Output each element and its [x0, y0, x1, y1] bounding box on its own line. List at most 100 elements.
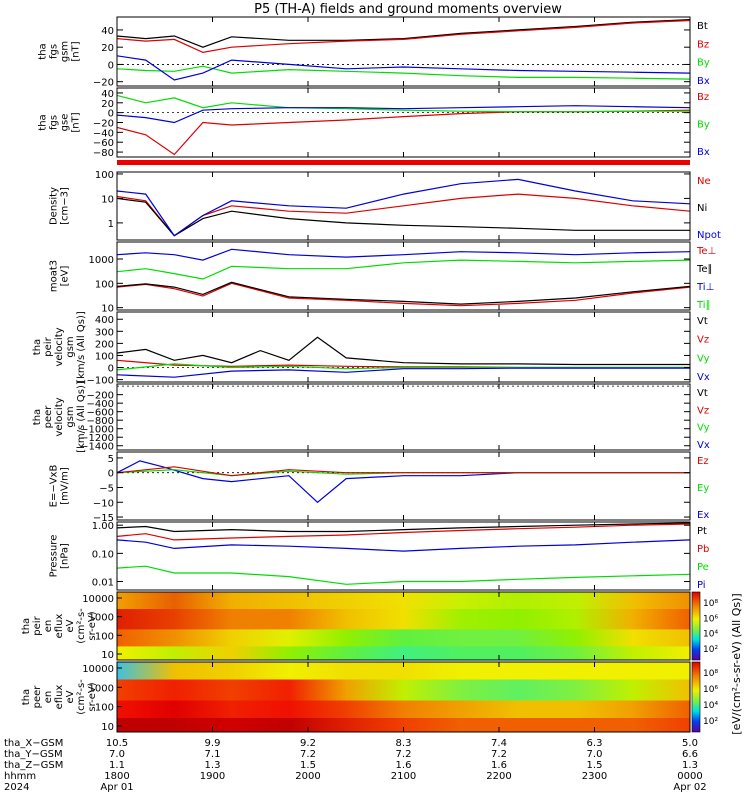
- y-tick-label: −800: [87, 416, 114, 427]
- series-line-Bx: [117, 55, 690, 81]
- y-tick-label: 20: [101, 99, 114, 110]
- panel-ylabel: tha peir en eflux eV (cm²-s-sr-eV): [21, 608, 98, 644]
- series-line-Vt: [117, 336, 690, 366]
- spectrogram-cell: [575, 629, 634, 647]
- axis-row-value: 6.3: [587, 738, 603, 749]
- ylabel-line: eflux: [54, 685, 65, 710]
- spectrogram: [117, 662, 691, 733]
- ylabel-line: [km/s (All Qs)]: [76, 381, 87, 453]
- axis-row-label: 2024: [4, 782, 29, 793]
- spectrogram-cell: [288, 629, 347, 647]
- panel-ylabel: tha peir velocity gsm [km/s (All Qs)]: [32, 311, 87, 383]
- legend: Pt Pb Pe Pi: [697, 526, 709, 591]
- series-line-Pt: [117, 522, 690, 533]
- axis-row-value: 2200: [486, 771, 511, 782]
- ylabel-line: tha: [32, 339, 43, 355]
- series-line-Pi: [117, 539, 690, 552]
- ylabel-line: [eV]: [60, 266, 71, 287]
- axis-row-value: 7.4: [491, 738, 507, 749]
- panel-10: tha peer en eflux eV (cm²-s-sr-eV)10000100010…: [21, 661, 691, 733]
- spectrogram-cell: [174, 592, 233, 610]
- spectrogram-cell: [632, 679, 691, 701]
- ylabel-line: velocity: [54, 327, 65, 366]
- legend: Ez Ey Ex: [697, 456, 709, 521]
- legend-entry: Vy: [697, 423, 710, 434]
- legend-entry: Ti∥: [696, 300, 711, 311]
- series-group: [117, 522, 690, 585]
- spectrogram-cell: [231, 629, 290, 647]
- y-tick-label: 40: [101, 26, 114, 37]
- y-tick-label: 0: [108, 364, 114, 375]
- spectrogram-cell: [403, 679, 462, 701]
- ylabel-line: sr-eV): [87, 682, 98, 711]
- axis-row-value: 1900: [200, 771, 225, 782]
- spectrogram-cell: [518, 592, 576, 610]
- panel-frame: [116, 241, 691, 311]
- axis-row-label: tha_X−GSM: [4, 738, 63, 749]
- axis-row-value: 1.5: [587, 760, 603, 771]
- series-line-Te∥: [117, 281, 690, 305]
- axis-row-value: 6.6: [682, 749, 698, 760]
- spectrogram-cell: [403, 646, 462, 661]
- spectrogram-cell: [460, 662, 519, 680]
- y-ticks: 1000 100 10: [89, 255, 690, 315]
- y-tick-label: −20: [93, 78, 114, 89]
- y-tick-label: −10: [93, 498, 114, 509]
- spectrogram-cell: [575, 646, 634, 661]
- axis-row-value: 9.9: [205, 738, 221, 749]
- legend-entry: Te∥: [696, 264, 713, 275]
- series-line-Bz: [117, 109, 690, 156]
- colorbar-label: [eV/(cm²-s-sr-eV) (All Qs)]: [730, 593, 743, 734]
- y-tick-label: 10: [101, 194, 114, 205]
- series-group: [117, 94, 690, 156]
- spectrogram-cell: [346, 700, 404, 719]
- y-tick-label: 10000: [82, 664, 114, 675]
- spectrogram-cell: [518, 700, 576, 719]
- spectrogram-cell: [518, 609, 576, 630]
- y-tick-label: 10: [101, 304, 114, 315]
- legend-entry: Pe: [697, 562, 709, 573]
- series-line-Ex: [117, 460, 690, 504]
- legend-entry: Vt: [697, 316, 708, 327]
- colorbar-tick: 10⁶: [703, 614, 718, 624]
- panel-6: tha peer velocity gsm [km/s (All Qs)] −200−40…: [32, 381, 710, 453]
- series-group: [117, 248, 690, 307]
- y-tick-label: −40: [93, 128, 114, 139]
- y-tick-label: −200: [87, 391, 114, 402]
- panel-ylabel: tha peer en eflux eV (cm²-s-sr-eV): [21, 679, 98, 715]
- spectrogram-cell: [231, 662, 290, 680]
- ylabel-line: (cm²-s-: [76, 679, 87, 715]
- spectrogram-cell: [231, 679, 290, 701]
- y-tick-label: 10: [101, 650, 114, 661]
- panel-ylabel: Pressure [nPa]: [49, 535, 71, 578]
- spectrogram-cell: [460, 592, 519, 610]
- spectrogram-cell: [460, 718, 519, 733]
- legend: Bz By Bx: [697, 92, 710, 158]
- spectrogram-cell: [231, 718, 290, 733]
- y-tick-label: 0.01: [92, 578, 114, 589]
- axis-row-value: 9.2: [300, 738, 316, 749]
- spectrogram-cell: [632, 700, 691, 719]
- spectrogram-cell: [174, 679, 233, 701]
- spectrogram-cell: [575, 609, 634, 630]
- spectrogram-cell: [231, 646, 290, 661]
- series-line-Pb: [117, 523, 690, 541]
- y-tick-label: −15: [93, 513, 114, 524]
- legend-entry: By: [697, 120, 710, 131]
- panel-5: tha peir velocity gsm [km/s (All Qs)] 4003002…: [32, 311, 710, 386]
- legend: Te⊥ Te∥ Ti⊥ Ti∥: [696, 246, 716, 311]
- series-line-Bx: [117, 105, 690, 124]
- ylabel-line: fgs: [49, 115, 60, 130]
- legend-entry: Ey: [697, 483, 709, 494]
- panel-ylabel: Density [cm−3]: [49, 187, 71, 225]
- y-tick-label: 40: [101, 89, 114, 100]
- spectrogram-cell: [632, 718, 691, 733]
- spectrogram-cell: [346, 662, 404, 680]
- ylabel-line: velocity: [54, 397, 65, 436]
- axis-row-value: 7.2: [300, 749, 316, 760]
- y-tick-label: −80: [93, 148, 114, 159]
- y-tick-label: −60: [93, 138, 114, 149]
- spectrogram-cell: [346, 609, 404, 630]
- colorbar-tick: 10⁶: [703, 685, 718, 695]
